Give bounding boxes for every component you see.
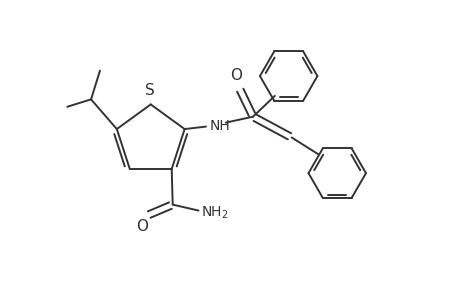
Text: S: S	[145, 83, 154, 98]
Text: NH$_2$: NH$_2$	[201, 205, 228, 221]
Text: NH: NH	[209, 118, 230, 133]
Text: O: O	[230, 68, 241, 83]
Text: O: O	[136, 220, 148, 235]
